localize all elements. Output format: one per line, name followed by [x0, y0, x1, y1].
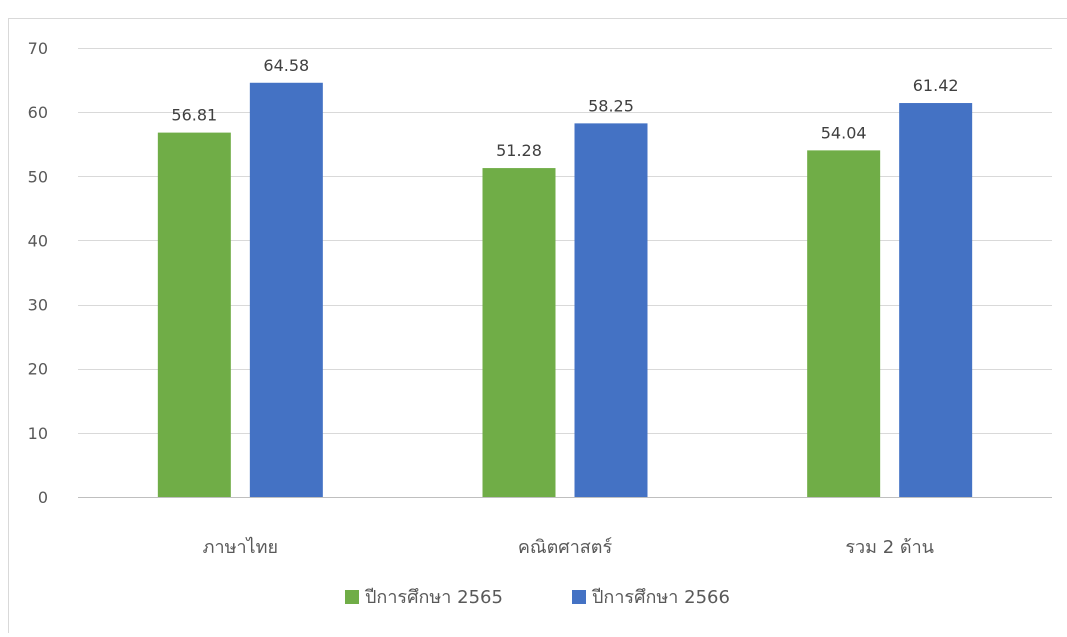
bar — [899, 103, 972, 497]
x-tick-label: ภาษาไทย — [203, 536, 278, 558]
y-tick-label: 0 — [38, 488, 48, 507]
bar — [483, 168, 556, 497]
data-label: 51.28 — [496, 141, 542, 160]
data-label: 54.04 — [821, 123, 867, 142]
y-tick-label: 70 — [28, 39, 48, 58]
bar — [807, 150, 880, 497]
data-label: 58.25 — [588, 96, 634, 115]
bar — [575, 123, 648, 497]
data-label: 56.81 — [171, 106, 217, 125]
data-label: 61.42 — [913, 76, 959, 95]
y-tick-label: 50 — [28, 167, 48, 186]
x-tick-label: คณิตศาสตร์ — [518, 537, 613, 558]
y-tick-label: 20 — [28, 360, 48, 379]
y-tick-label: 60 — [28, 103, 48, 122]
x-tick-label: รวม 2 ด้าน — [845, 537, 934, 558]
bar — [158, 133, 231, 497]
data-label: 64.58 — [263, 56, 309, 75]
y-tick-label: 10 — [28, 424, 48, 443]
legend-swatch — [345, 590, 359, 604]
y-tick-label: 40 — [28, 231, 48, 250]
legend-swatch — [572, 590, 586, 604]
legend-entry: ปีการศึกษา 2566 — [592, 587, 730, 608]
legend-entry: ปีการศึกษา 2565 — [365, 587, 503, 608]
y-tick-label: 30 — [28, 296, 48, 315]
bar — [250, 83, 323, 497]
